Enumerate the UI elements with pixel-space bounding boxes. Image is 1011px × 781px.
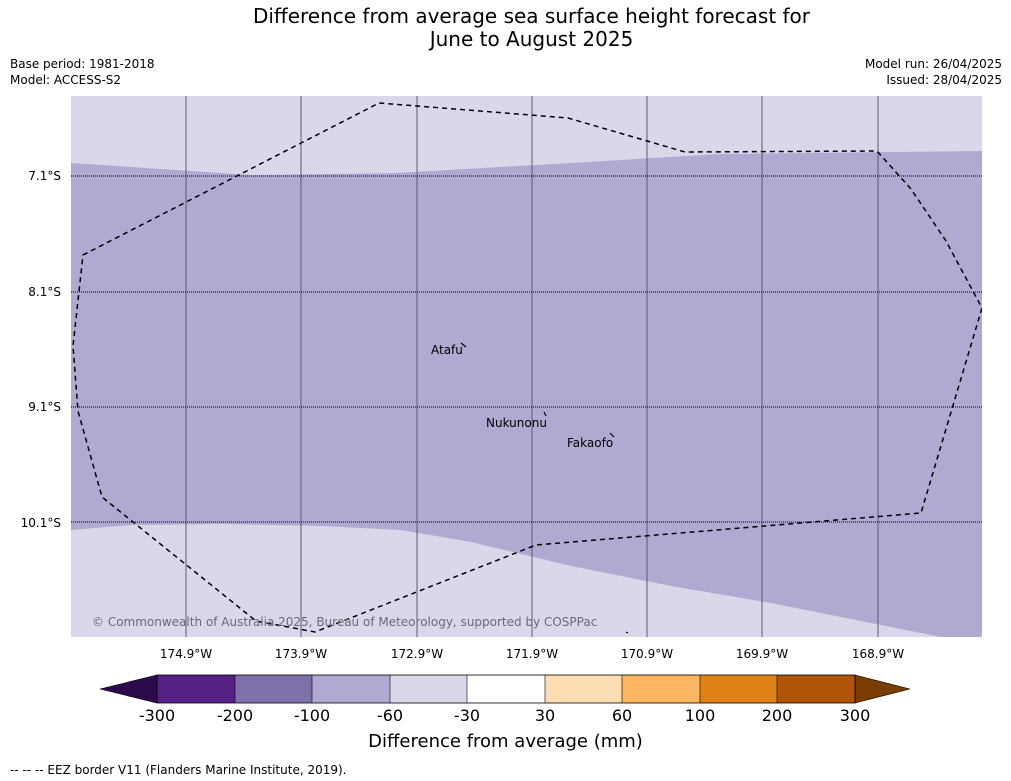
run-info: Model run: 26/04/2025 Issued: 28/04/2025 (865, 56, 1002, 88)
colorbar-tick: -200 (216, 706, 254, 725)
colorbar-extend-high (854, 674, 911, 704)
anomaly-band-medium (71, 151, 982, 637)
lon-label-174-9w: 174.9°W (159, 647, 213, 661)
copyright-notice: © Commonwealth of Australia 2025, Bureau… (92, 615, 597, 629)
colorbar-tick: 100 (684, 706, 716, 725)
base-period: Base period: 1981-2018 (10, 57, 155, 71)
colorbar-segment (390, 675, 468, 703)
model-name: Model: ACCESS-S2 (10, 73, 122, 87)
lat-label-9-1s: 9.1°S (28, 400, 61, 414)
colorbar-tick: -300 (138, 706, 176, 725)
colorbar-segment (545, 675, 623, 703)
lon-label-169-9w: 169.9°W (735, 647, 789, 661)
colorbar-segment (312, 675, 390, 703)
eez-legend: -- -- -- EEZ border V11 (Flanders Marine… (10, 763, 347, 777)
issued-date: Issued: 28/04/2025 (886, 73, 1002, 87)
colorbar-tick: -100 (293, 706, 331, 725)
colorbar (99, 674, 911, 704)
colorbar-tick: 300 (839, 706, 871, 725)
colorbar-segment (235, 675, 313, 703)
colorbar-title: Difference from average (mm) (368, 731, 643, 752)
place-label-fakaofo: Fakaofo (567, 436, 613, 450)
sea-level-map: Atafu Nukunonu Fakaofo © Commonwealth of… (71, 96, 982, 637)
map-title: Difference from average sea surface heig… (0, 5, 1011, 51)
colorbar-segment (157, 675, 235, 703)
lon-label-173-9w: 173.9°W (274, 647, 328, 661)
colorbar-outline (156, 674, 856, 704)
colorbar-segment (467, 675, 545, 703)
colorbar-extend-low (99, 674, 158, 704)
lat-label-7-1s: 7.1°S (28, 169, 61, 183)
colorbar-segment (777, 675, 855, 703)
lon-label-171-9w: 171.9°W (505, 647, 559, 661)
colorbar-tick: -30 (453, 706, 481, 725)
title-line-2: June to August 2025 (429, 27, 634, 51)
lon-label-168-9w: 168.9°W (851, 647, 905, 661)
lon-label-172-9w: 172.9°W (390, 647, 444, 661)
colorbar-tick: 60 (611, 706, 633, 725)
place-label-nukunonu: Nukunonu (486, 416, 547, 430)
lat-label-8-1s: 8.1°S (28, 285, 61, 299)
colorbar-tick: 30 (534, 706, 556, 725)
model-info: Base period: 1981-2018 Model: ACCESS-S2 (10, 56, 155, 88)
colorbar-tick: -60 (376, 706, 404, 725)
colorbar-tick: 200 (761, 706, 793, 725)
colorbar-segment (622, 675, 700, 703)
title-line-1: Difference from average sea surface heig… (252, 4, 811, 28)
place-label-atafu: Atafu (431, 343, 463, 357)
island-markers (460, 342, 629, 634)
colorbar-segment (700, 675, 778, 703)
lon-label-170-9w: 170.9°W (620, 647, 674, 661)
model-run-date: Model run: 26/04/2025 (864, 57, 1002, 71)
lat-label-10-1s: 10.1°S (20, 516, 61, 530)
